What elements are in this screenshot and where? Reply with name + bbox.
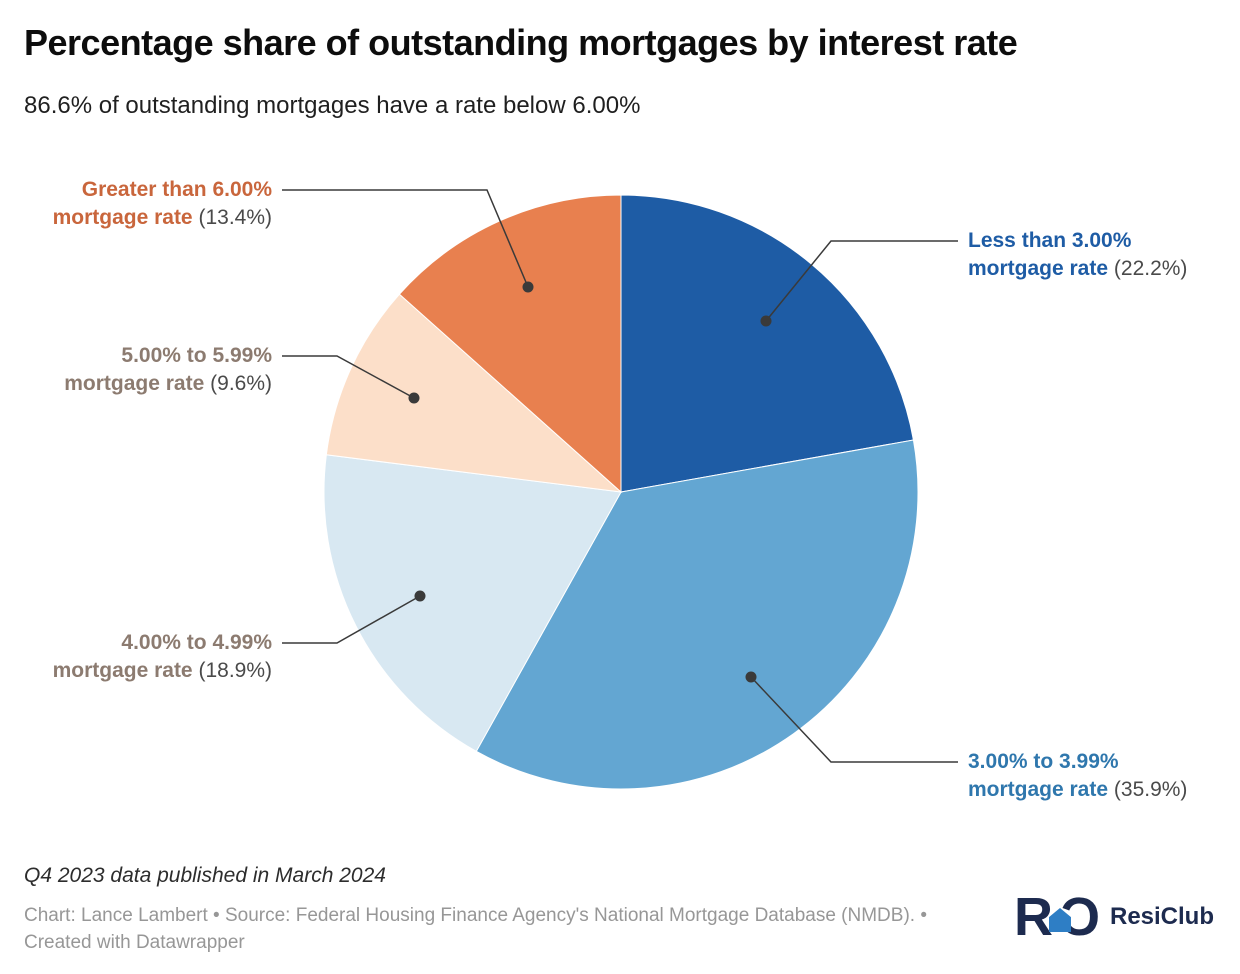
pie-svg: [323, 194, 919, 790]
chart-title: Percentage share of outstanding mortgage…: [24, 22, 1018, 63]
slice-label-pct: (13.4%): [198, 206, 272, 229]
slice-label-line2: mortgage rate: [52, 659, 193, 682]
slice-label-pct: (22.2%): [1113, 257, 1188, 280]
resiclub-logo-text: ResiClub: [1109, 903, 1214, 930]
slice-label-greater-6: Greater than 6.00% mortgage rate (13.4%): [53, 176, 272, 232]
slice-label-5-to-5-99: 5.00% to 5.99% mortgage rate (9.6%): [64, 342, 272, 398]
slice-label-line1: 4.00% to 4.99%: [121, 631, 272, 654]
chart-credits: Chart: Lance Lambert • Source: Federal H…: [24, 905, 927, 953]
chart-subtitle: 86.6% of outstanding mortgages have a ra…: [24, 92, 641, 119]
slice-label-line1: 5.00% to 5.99%: [121, 344, 272, 367]
slice-label-line2: mortgage rate: [52, 206, 193, 229]
slice-label-4-to-4-99: 4.00% to 4.99% mortgage rate (18.9%): [53, 629, 272, 685]
slice-label-line2: mortgage rate: [64, 372, 205, 395]
slice-label-line2: mortgage rate: [968, 257, 1109, 280]
slice-label-line2: mortgage rate: [968, 778, 1109, 801]
logo-letter-r: R: [1013, 887, 1053, 947]
resiclub-logo[interactable]: R Ɔ ResiClub: [1014, 884, 1214, 950]
house-icon: [1048, 908, 1071, 932]
chart-footnote: Q4 2023 data published in March 2024: [24, 864, 386, 887]
slice-label-pct: (9.6%): [210, 372, 272, 395]
resiclub-logo-mark: R Ɔ: [1014, 887, 1100, 947]
slice-label-pct: (18.9%): [198, 659, 272, 682]
slice-label-pct: (35.9%): [1113, 778, 1188, 801]
slice-label-less-3: Less than 3.00% mortgage rate (22.2%): [968, 227, 1187, 283]
slice-label-3-to-3-99: 3.00% to 3.99% mortgage rate (35.9%): [968, 748, 1187, 804]
slice-label-line1: 3.00% to 3.99%: [968, 750, 1119, 773]
slice-label-line1: Less than 3.00%: [968, 229, 1132, 252]
slice-label-line1: Greater than 6.00%: [81, 178, 272, 201]
